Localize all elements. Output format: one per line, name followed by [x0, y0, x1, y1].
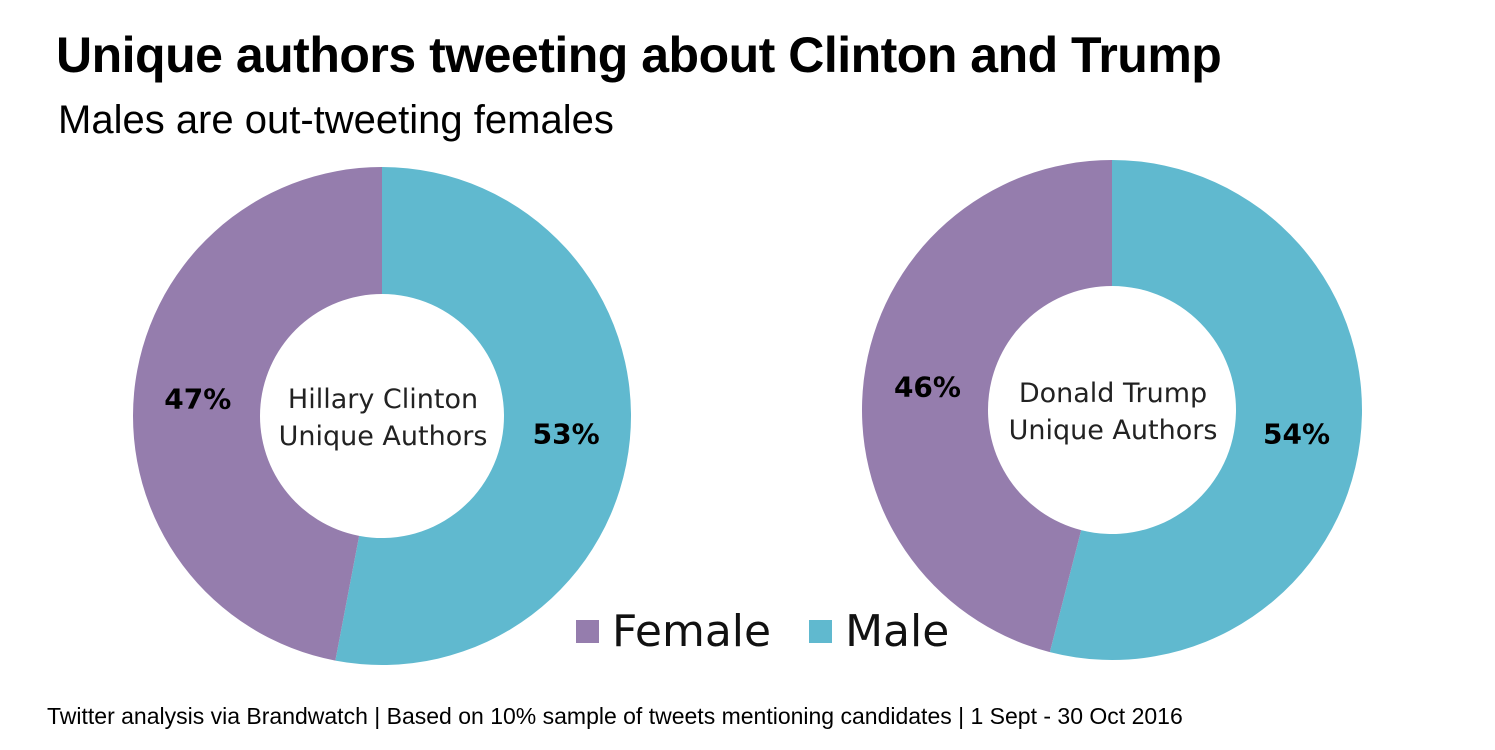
- value-label-trump-male: 54%: [1263, 417, 1330, 450]
- center-label-clinton-line-1: Hillary Clinton: [288, 384, 478, 415]
- slice-trump-female: [861, 160, 1112, 653]
- value-label-trump-female: 46%: [894, 371, 961, 404]
- source-footer: Twitter analysis via Brandwatch | Based …: [47, 703, 1183, 729]
- legend-item-male: Male: [809, 606, 949, 657]
- legend-label-male: Male: [845, 606, 950, 657]
- chart-title: Unique authors tweeting about Clinton an…: [56, 27, 1222, 83]
- center-label-clinton-line-2: Unique Authors: [279, 421, 488, 452]
- donut-trump: 54% 46% Donald Trump Unique Authors: [861, 160, 1362, 660]
- legend: Female Male: [576, 606, 987, 657]
- chart-subtitle: Males are out-tweeting females: [58, 98, 614, 142]
- value-label-clinton-female: 47%: [164, 383, 231, 416]
- value-label-clinton-male: 53%: [533, 417, 600, 450]
- legend-swatch-male: [809, 620, 833, 643]
- legend-swatch-female: [576, 620, 599, 643]
- donut-clinton: 53% 47% Hillary Clinton Unique Authors: [133, 167, 632, 666]
- slice-trump-male: [1049, 160, 1362, 660]
- center-label-trump-line-1: Donald Trump: [1019, 378, 1207, 409]
- legend-label-female: Female: [612, 606, 772, 657]
- center-label-trump-line-2: Unique Authors: [1009, 415, 1218, 446]
- slice-clinton-male: [335, 167, 632, 666]
- legend-item-female: Female: [576, 606, 771, 657]
- slice-clinton-female: [133, 167, 382, 661]
